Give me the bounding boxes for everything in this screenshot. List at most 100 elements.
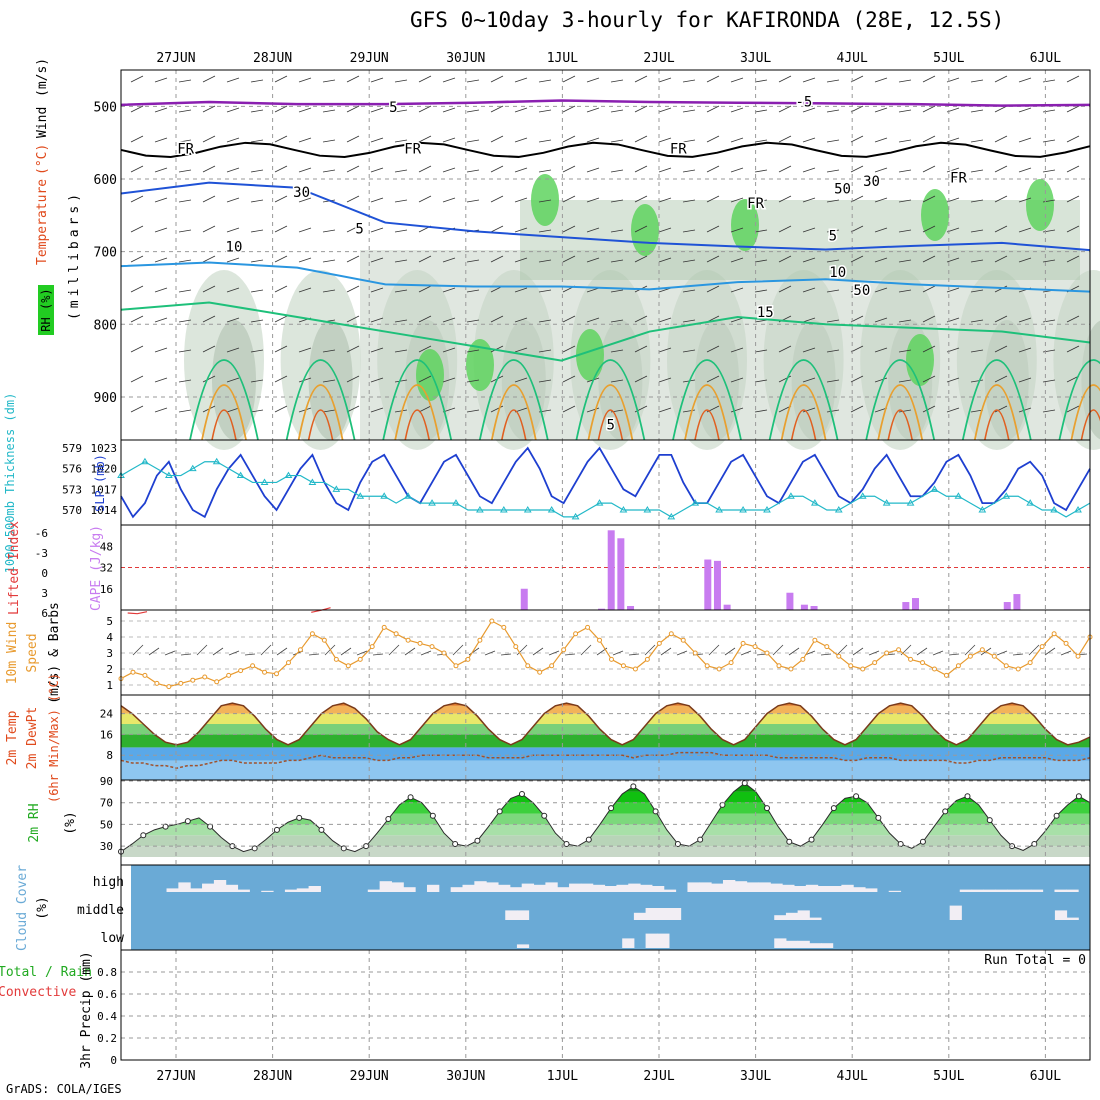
wind-barb <box>322 169 336 173</box>
wind10-barb <box>244 653 256 656</box>
cloud-high-bar <box>770 883 783 892</box>
wind10-marker <box>202 674 208 680</box>
wind-barb <box>346 285 360 293</box>
wind-barb <box>970 229 984 233</box>
date-label-top: 27JUN <box>156 51 195 66</box>
wind-barb <box>298 227 312 233</box>
wind-barb <box>562 135 576 143</box>
wind-barb <box>850 75 864 83</box>
wind-barb <box>562 315 576 323</box>
wind-barb <box>394 259 408 263</box>
wind-barb <box>274 105 288 113</box>
wind-barb <box>898 289 912 293</box>
thickness-marker <box>763 506 771 513</box>
wind-barb <box>826 379 840 383</box>
rh-band <box>121 835 1090 847</box>
cloud-high-bar <box>261 890 274 892</box>
cloud-high-bar <box>1066 889 1079 892</box>
rh-marker <box>808 836 815 843</box>
temp-unit-label: (°C) <box>35 144 50 175</box>
wind-barb <box>994 405 1008 413</box>
lifted-index-axis-label: Lifted Index <box>7 521 22 615</box>
wind-barb <box>826 109 840 113</box>
contour-20 <box>768 359 839 441</box>
thickness-marker <box>787 492 795 499</box>
wind-barb <box>610 109 624 113</box>
rh-marker <box>697 836 704 843</box>
wind-barb <box>1042 169 1056 173</box>
wind-barb <box>418 405 432 413</box>
wind-barb <box>154 77 168 83</box>
wind-barb <box>538 379 552 383</box>
cape-bar <box>723 604 731 610</box>
date-label-bottom: 3JUL <box>740 1069 771 1084</box>
wind-barb <box>922 105 936 113</box>
wind-barb <box>826 409 840 413</box>
contour-25 <box>877 384 924 441</box>
thickness-marker <box>308 478 317 485</box>
wind-barb <box>802 197 816 203</box>
rh-marker <box>786 838 793 845</box>
wind-barb <box>226 317 240 323</box>
wind-barb <box>802 77 816 83</box>
wind-barb <box>562 345 576 353</box>
wind-barb <box>250 139 264 143</box>
wind-barb <box>850 255 864 263</box>
wind-barb <box>586 227 600 233</box>
wind10-barb <box>916 647 928 656</box>
temp-tick: 24 <box>100 708 114 721</box>
wind-barb <box>202 315 216 323</box>
rh-band-high <box>906 334 934 386</box>
cloud-high-bar <box>817 886 831 892</box>
cape-bar <box>704 559 712 610</box>
wind-barb <box>610 289 624 293</box>
wind-barb <box>850 315 864 323</box>
wind-barb <box>682 79 696 83</box>
rh-marker <box>518 791 525 798</box>
rh-marker <box>452 840 459 847</box>
wind-barb <box>898 229 912 233</box>
wind-barb <box>1042 109 1056 113</box>
wind-barb <box>634 255 648 263</box>
wind10-marker <box>764 650 770 656</box>
wind-barb <box>850 105 864 113</box>
wind-barb <box>250 259 264 263</box>
contour-label: FR <box>950 171 967 187</box>
wind-barb <box>778 75 792 83</box>
wind10-marker <box>190 677 196 683</box>
cape-bar <box>911 598 919 610</box>
wind-barb <box>994 195 1008 203</box>
wind10-barb <box>452 644 464 656</box>
wind10-marker <box>800 656 806 662</box>
wind-barb <box>346 165 360 173</box>
cloud-low-bar <box>774 938 787 948</box>
wind-barb <box>778 105 792 113</box>
wind-barb <box>970 379 984 383</box>
wind10-axis-label-2: Speed <box>25 633 40 672</box>
cloud-high-bar <box>213 880 227 892</box>
wind-barb <box>706 135 720 143</box>
wind-barb <box>634 165 648 173</box>
cloud-high-bar <box>699 882 712 892</box>
contour-label: 5 <box>389 100 397 116</box>
wind-barb <box>394 409 408 413</box>
wind10-marker <box>920 660 926 666</box>
wind-barb <box>1018 407 1032 413</box>
wind-barb <box>1018 167 1032 173</box>
wind-barb <box>298 107 312 113</box>
wind-barb <box>178 109 192 113</box>
wind-barb <box>1042 409 1056 413</box>
date-label-top: 2JUL <box>643 51 674 66</box>
contour-20 <box>672 359 742 441</box>
cloud-middle-bar <box>516 910 530 920</box>
wind-barb <box>370 137 384 143</box>
wind-barb <box>226 107 240 113</box>
contour-label: FR <box>404 142 421 158</box>
wind-barb <box>370 257 384 263</box>
wind-barb <box>226 197 240 203</box>
wind-barb <box>922 225 936 233</box>
wind-barb <box>826 259 840 263</box>
wind-barb <box>682 139 696 143</box>
contour-label: 10 <box>226 240 243 256</box>
thickness-marker <box>523 506 532 513</box>
